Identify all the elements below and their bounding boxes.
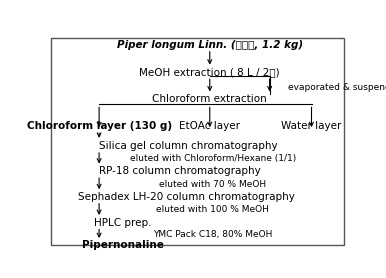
Text: eluted with 100 % MeOH: eluted with 100 % MeOH [156,205,269,214]
Text: Sephadex LH-20 column chromatography: Sephadex LH-20 column chromatography [78,192,295,202]
Text: EtOAc layer: EtOAc layer [179,121,240,131]
Text: Silica gel column chromatography: Silica gel column chromatography [99,141,278,151]
Text: HPLC prep.: HPLC prep. [94,218,152,228]
Text: Pipernonaline: Pipernonaline [82,240,164,250]
Text: Chloroform layer (130 g): Chloroform layer (130 g) [27,121,172,131]
Text: RP-18 column chromatography: RP-18 column chromatography [99,167,261,177]
Text: eluted with Chloroform/Hexane (1/1): eluted with Chloroform/Hexane (1/1) [130,154,296,163]
Text: eluted with 70 % MeOH: eluted with 70 % MeOH [159,180,266,189]
Text: YMC Pack C18, 80% MeOH: YMC Pack C18, 80% MeOH [153,230,273,239]
Text: evaporated & suspended in DW: evaporated & suspended in DW [288,83,386,93]
Text: Chloroform extraction: Chloroform extraction [152,94,267,104]
Text: MeOH extraction ( 8 L / 2회): MeOH extraction ( 8 L / 2회) [139,67,280,77]
Text: Water layer: Water layer [281,121,342,131]
Text: Piper longum Linn. (일년생, 1.2 kg): Piper longum Linn. (일년생, 1.2 kg) [117,40,303,50]
